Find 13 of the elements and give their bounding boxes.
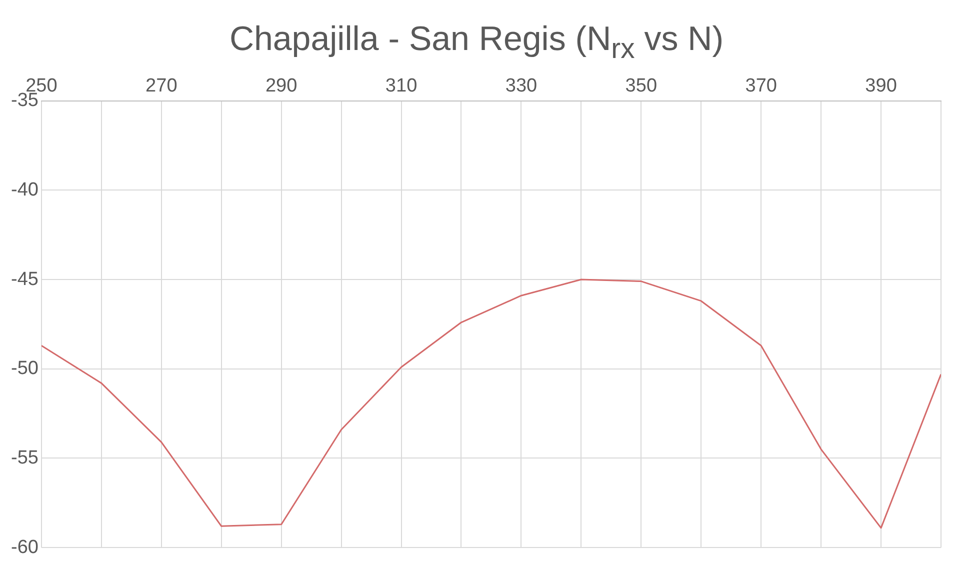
y-tick-label: -45 bbox=[10, 268, 38, 290]
y-tick-label: -50 bbox=[10, 358, 38, 379]
y-tick-label: -60 bbox=[10, 536, 38, 558]
x-tick-label: 350 bbox=[625, 75, 658, 96]
x-tick-label: 330 bbox=[505, 75, 538, 96]
y-tick-label: -40 bbox=[10, 179, 38, 200]
x-tick-label: 370 bbox=[745, 75, 777, 96]
x-tick-label: 270 bbox=[146, 75, 178, 96]
chart-title: Chapajilla - San Regis (N$_{rx}$ vs N) bbox=[228, 19, 725, 67]
x-tick-label: 390 bbox=[865, 75, 897, 96]
x-tick-label: 310 bbox=[385, 75, 418, 96]
y-tick-label: -55 bbox=[10, 447, 38, 468]
x-tick-label: 290 bbox=[265, 75, 298, 96]
